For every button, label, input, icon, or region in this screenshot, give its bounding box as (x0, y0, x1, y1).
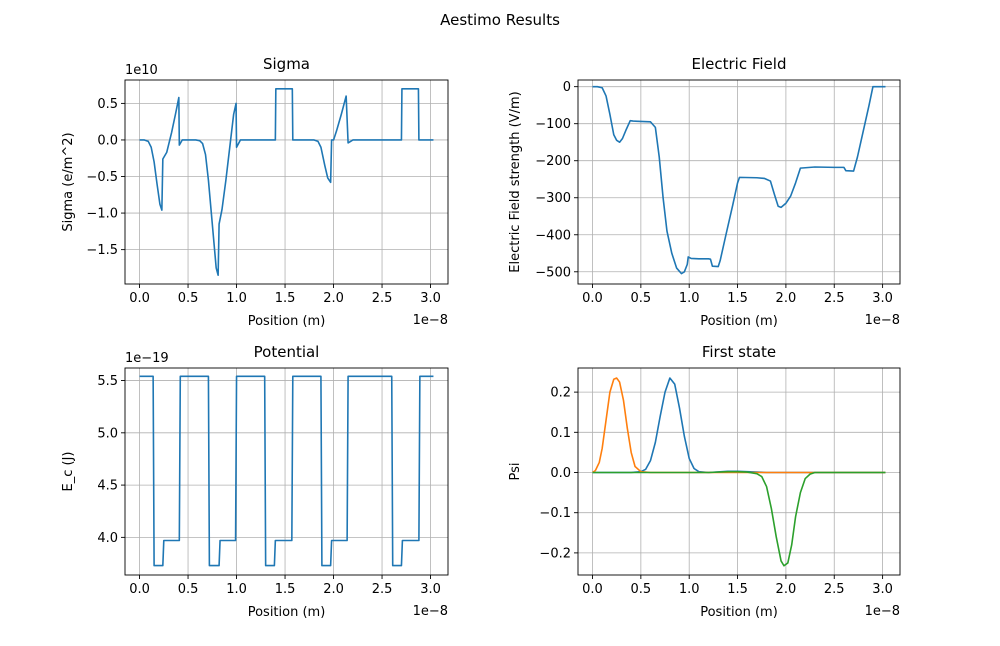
x-tick-label: 2.0 (776, 291, 797, 306)
x-tick-label: 0.0 (582, 291, 603, 306)
x-tick-label: 1.0 (226, 291, 247, 306)
x-tick-label: 0.0 (582, 582, 603, 597)
y-axis-label: Electric Field strength (V/m) (508, 91, 523, 272)
y-tick-label: 0.1 (550, 426, 571, 441)
y-axis-label: E_c (J) (61, 452, 76, 492)
x-tick-label: 0.5 (631, 291, 652, 306)
x-tick-label: 0.0 (129, 582, 150, 597)
x-offset-label: 1e−8 (413, 604, 448, 619)
y-tick-label: −0.2 (539, 546, 571, 561)
x-axis-label: Position (m) (248, 314, 326, 329)
x-tick-label: 3.0 (872, 291, 893, 306)
y-tick-label: −300 (535, 191, 571, 206)
x-tick-label: 1.0 (226, 582, 247, 597)
x-tick-label: 2.5 (824, 582, 845, 597)
axes-frame (577, 367, 901, 576)
y-axis-label: Psi (508, 463, 523, 481)
x-tick-label: 2.5 (824, 291, 845, 306)
y-tick-label: 0.2 (550, 386, 571, 401)
figure-title: Aestimo Results (440, 11, 560, 29)
x-tick-label: 2.0 (323, 582, 344, 597)
x-tick-label: 0.5 (631, 582, 652, 597)
y-tick-label: 0 (563, 80, 571, 95)
series-line-1 (139, 87, 434, 277)
axes-frame (124, 367, 449, 576)
y-tick-label: 5.0 (97, 426, 118, 441)
x-tick-label: 3.0 (420, 582, 441, 597)
x-tick-label: 3.0 (872, 582, 893, 597)
x-tick-label: 1.0 (679, 582, 700, 597)
y-axis-label: Sigma (e/m^2) (61, 132, 76, 231)
x-offset-label: 1e−8 (413, 313, 448, 328)
x-axis-label: Position (m) (700, 605, 778, 620)
plot-first-state: 0.0 0.5 1.0 1.5 2.0 2.5 3.0 0.2 0.1 0.0 −0.1 −0.2 Fi… (508, 343, 901, 620)
x-tick-label: 2.5 (372, 291, 393, 306)
x-tick-label: 1.0 (679, 291, 700, 306)
plot-title: Potential (254, 343, 320, 361)
x-tick-label: 1.5 (727, 582, 748, 597)
y-offset-label: 1e−19 (125, 351, 169, 366)
x-offset-label: 1e−8 (865, 313, 900, 328)
x-axis-label: Position (m) (700, 314, 778, 329)
y-tick-label: 0.0 (97, 133, 118, 148)
y-tick-label: −0.5 (86, 170, 118, 185)
x-tick-label: 2.5 (372, 582, 393, 597)
plot-sigma: 0.0 0.5 1.0 1.5 2.0 2.5 3.0 0.5 0.0 −0.5 −1.0 −1.5 S… (61, 55, 449, 329)
y-tick-label: 4.5 (97, 479, 118, 494)
y-tick-label: −1.0 (86, 207, 118, 222)
x-offset-label: 1e−8 (865, 604, 900, 619)
x-tick-label: 0.0 (129, 291, 150, 306)
series-line-3 (592, 470, 886, 567)
y-tick-label: −100 (535, 117, 571, 132)
x-tick-label: 1.5 (275, 291, 296, 306)
x-tick-label: 0.5 (178, 582, 199, 597)
x-tick-label: 0.5 (178, 291, 199, 306)
y-tick-label: 5.5 (97, 374, 118, 389)
x-tick-label: 1.5 (275, 582, 296, 597)
y-tick-label: 4.0 (97, 531, 118, 546)
axes-frame (124, 79, 449, 285)
plot-potential: 0.0 0.5 1.0 1.5 2.0 2.5 3.0 5.5 5.0 4.5 4.0 Potenti… (61, 343, 449, 620)
y-tick-label: −1.5 (86, 243, 118, 258)
plot-title: Electric Field (692, 55, 787, 73)
y-tick-label: 0.0 (550, 466, 571, 481)
axes-frame (577, 79, 901, 285)
y-tick-label: 0.5 (97, 97, 118, 112)
plot-title: Sigma (263, 55, 310, 73)
y-tick-label: −400 (535, 228, 571, 243)
x-tick-label: 3.0 (420, 291, 441, 306)
x-tick-label: 1.5 (727, 291, 748, 306)
y-offset-label: 1e10 (125, 63, 158, 78)
y-tick-label: −0.1 (539, 506, 571, 521)
y-tick-label: −500 (535, 265, 571, 280)
plot-electric-field: 0.0 0.5 1.0 1.5 2.0 2.5 3.0 0 −100 −200 −300 −400 −5… (508, 55, 901, 329)
x-axis-label: Position (m) (248, 605, 326, 620)
plot-title: First state (702, 343, 776, 361)
x-tick-label: 2.0 (323, 291, 344, 306)
y-tick-label: −200 (535, 154, 571, 169)
subplots: 0.0 0.5 1.0 1.5 2.0 2.5 3.0 0.5 0.0 −0.5 −1.0 −1.5 S… (61, 55, 901, 620)
x-tick-label: 2.0 (776, 582, 797, 597)
series-line-1 (592, 85, 886, 275)
series-line-1 (139, 375, 434, 567)
